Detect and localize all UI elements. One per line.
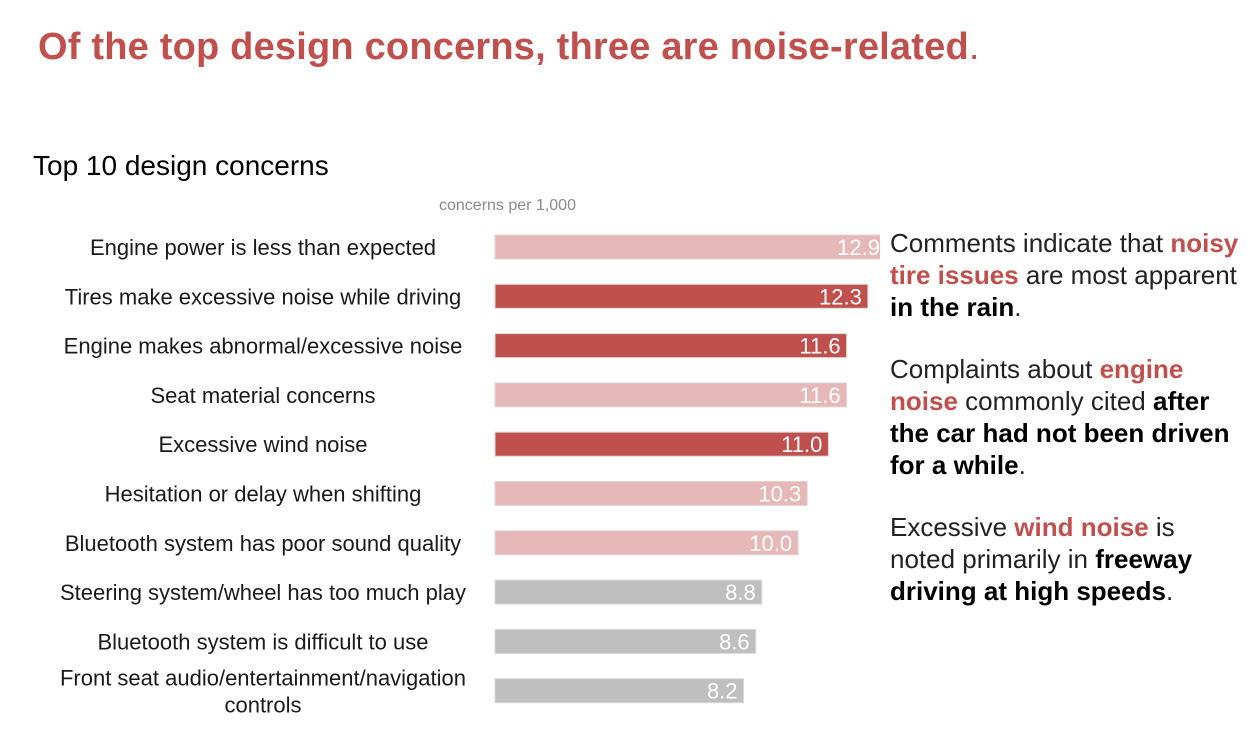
category-label-1: Tires make excessive noise while driving: [65, 284, 462, 309]
category-label-8: Bluetooth system is difficult to use: [98, 629, 429, 654]
bar-4: [494, 431, 829, 457]
value-label-2: 11.6: [799, 334, 840, 359]
annotation-0-plain-text: Comments indicate that: [890, 228, 1171, 258]
category-label-7: Steering system/wheel has too much play: [60, 580, 466, 605]
annotation-1: Complaints about engine noise commonly c…: [890, 353, 1240, 481]
value-label-0: 12.9: [837, 235, 880, 260]
bar-3: [494, 382, 848, 408]
annotation-0-plain-text: are most apparent: [1018, 260, 1237, 290]
annotation-2-plain-text: Excessive: [890, 512, 1015, 542]
annotation-0-highlight-text: noisy tire issues: [890, 228, 1239, 290]
value-label-1: 12.3: [819, 284, 862, 309]
value-label-8: 8.6: [719, 629, 750, 654]
value-label-6: 10.0: [749, 531, 792, 556]
annotation-2-plain-text: .: [1165, 576, 1174, 606]
bar-chart: 12.9 Engine power is less than expected 12…: [60, 234, 880, 718]
category-label-0: Engine power is less than expected: [90, 235, 436, 260]
unit-label: concerns per 1,000: [439, 197, 576, 214]
value-label-7: 8.8: [725, 580, 756, 605]
bar-5: [494, 481, 808, 506]
bar-8: [494, 628, 757, 654]
bar-6: [494, 530, 799, 556]
category-label-6: Bluetooth system has poor sound quality: [65, 531, 461, 556]
chart-title: Top 10 design concerns: [33, 150, 329, 181]
value-label-3: 11.6: [799, 383, 840, 408]
category-label-4: Excessive wind noise: [158, 432, 367, 457]
annotation-2-plain-text: is noted primarily in: [890, 512, 1175, 574]
category-label-9: Front seat audio/entertainment/navigatio…: [60, 666, 466, 718]
category-label-5: Hesitation or delay when shifting: [105, 482, 422, 507]
bar-9: [494, 678, 745, 704]
category-label-3: Seat material concerns: [151, 383, 376, 408]
annotation-1-highlight-text: engine noise: [890, 354, 1184, 416]
annotations-panel: Comments indicate that noisy tire issues…: [890, 227, 1240, 637]
annotation-1-plain-text: commonly cited: [957, 386, 1153, 416]
bar-0: [494, 234, 880, 260]
bar-1: [494, 283, 869, 309]
annotation-1-plain-text: Complaints about: [890, 354, 1100, 384]
annotation-2-emphasis-text: freeway driving at high speeds: [890, 544, 1193, 606]
bar-2: [494, 333, 848, 359]
annotation-0: Comments indicate that noisy tire issues…: [890, 227, 1240, 323]
headline-period: .: [968, 26, 980, 68]
annotation-2-highlight-text: wind noise: [1014, 512, 1149, 542]
headline: Of the top design concerns, three are no…: [38, 26, 980, 69]
value-label-9: 8.2: [707, 679, 738, 704]
value-label-4: 11.0: [781, 432, 822, 457]
annotation-0-plain-text: .: [1014, 292, 1022, 322]
value-label-5: 10.3: [758, 482, 801, 507]
annotation-1-emphasis-text: after the car had not been driven for a …: [890, 386, 1230, 480]
bar-7: [494, 579, 763, 605]
category-label-2: Engine makes abnormal/excessive noise: [64, 334, 463, 359]
annotation-2: Excessive wind noise is noted primarily …: [890, 511, 1240, 607]
headline-text: Of the top design concerns, three are no…: [38, 26, 969, 68]
annotation-1-plain-text: .: [1018, 450, 1026, 480]
annotation-0-emphasis-text: in the rain: [890, 292, 1015, 322]
